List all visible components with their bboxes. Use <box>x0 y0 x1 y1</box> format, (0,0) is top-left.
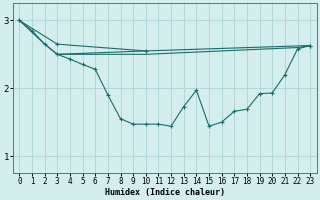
X-axis label: Humidex (Indice chaleur): Humidex (Indice chaleur) <box>105 188 225 197</box>
